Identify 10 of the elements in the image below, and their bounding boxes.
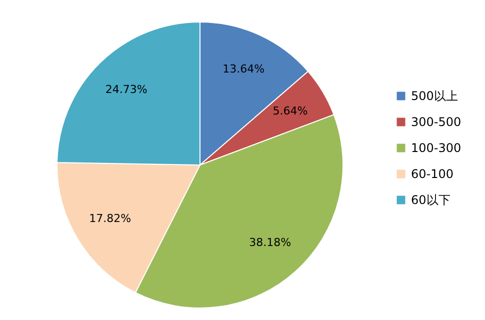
legend-label: 100-300 <box>411 141 462 155</box>
legend-label: 60-100 <box>411 167 454 181</box>
legend-label: 500以上 <box>411 89 458 103</box>
legend-label: 300-500 <box>411 115 462 129</box>
data-label: 17.82% <box>89 212 132 226</box>
data-label: 13.64% <box>222 62 265 76</box>
legend-label: 60以下 <box>411 193 450 207</box>
data-label: 38.18% <box>249 236 292 250</box>
data-label: 24.73% <box>105 83 148 96</box>
data-label: 5.64% <box>272 104 308 118</box>
